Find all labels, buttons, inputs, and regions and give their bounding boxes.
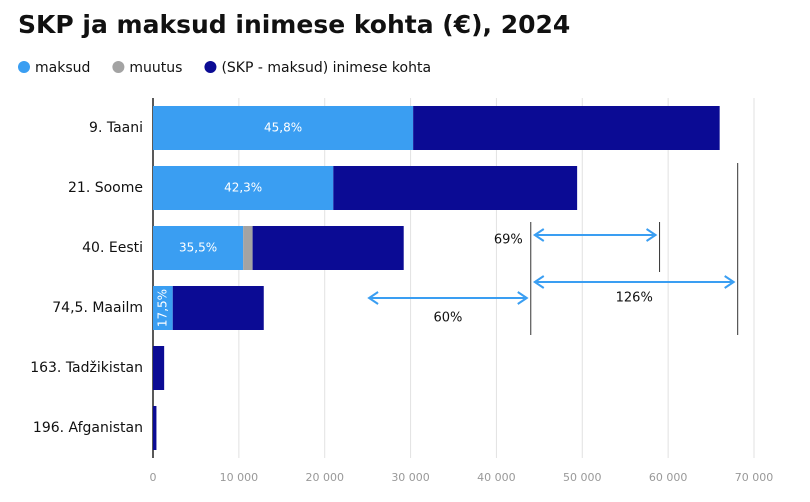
x-tick-label: 70 000 <box>735 471 774 484</box>
legend-swatch <box>18 61 30 73</box>
arrow-head <box>532 275 545 289</box>
bar-segment <box>153 106 414 150</box>
y-tick-label: 196. Afganistan <box>33 420 143 436</box>
y-tick-label: 74,5. Maailm <box>52 300 143 316</box>
legend-swatch <box>112 61 125 73</box>
arrow-head <box>646 228 658 242</box>
share-label: 35,5% <box>179 241 217 255</box>
legend-label: (SKP - maksud) inimese kohta <box>221 60 431 76</box>
bar-segment <box>243 226 253 270</box>
y-tick-label: 9. Taani <box>89 120 143 136</box>
annotation-label: 126% <box>616 291 653 306</box>
annotation-label: 60% <box>433 311 462 326</box>
y-tick-label: 21. Soome <box>68 180 143 196</box>
share-label: 45,8% <box>264 121 302 135</box>
bar-segment <box>153 226 244 270</box>
bar-segment <box>333 166 578 210</box>
x-tick-label: 40 000 <box>477 471 516 484</box>
y-tick-label: 40. Eesti <box>82 240 143 256</box>
arrow-head <box>724 275 736 289</box>
bar-segment <box>252 226 404 270</box>
x-tick-label: 10 000 <box>220 471 259 484</box>
legend-label: muutus <box>129 60 182 76</box>
bar-segment <box>413 106 720 150</box>
arrow-head <box>517 291 529 305</box>
arrow-head <box>367 291 379 305</box>
arrow-head <box>532 228 545 242</box>
y-tick-label: 163. Tadžikistan <box>30 360 143 376</box>
legend-label: maksud <box>35 60 90 76</box>
bar-segment <box>153 166 334 210</box>
share-label: 17,5% <box>155 289 169 327</box>
x-tick-label: 20 000 <box>305 471 344 484</box>
bar-segment <box>153 346 165 390</box>
bar-segment <box>153 406 157 450</box>
bar-segment <box>172 286 264 330</box>
x-tick-label: 30 000 <box>391 471 430 484</box>
chart-title: SKP ja maksud inimese kohta (€), 2024 <box>18 10 570 39</box>
annotation-label: 69% <box>494 233 523 248</box>
x-tick-label: 0 <box>150 471 157 484</box>
x-tick-label: 50 000 <box>563 471 602 484</box>
share-label: 42,3% <box>224 181 262 195</box>
legend-swatch <box>204 61 217 73</box>
x-tick-label: 60 000 <box>649 471 688 484</box>
bar-segment <box>153 286 173 330</box>
